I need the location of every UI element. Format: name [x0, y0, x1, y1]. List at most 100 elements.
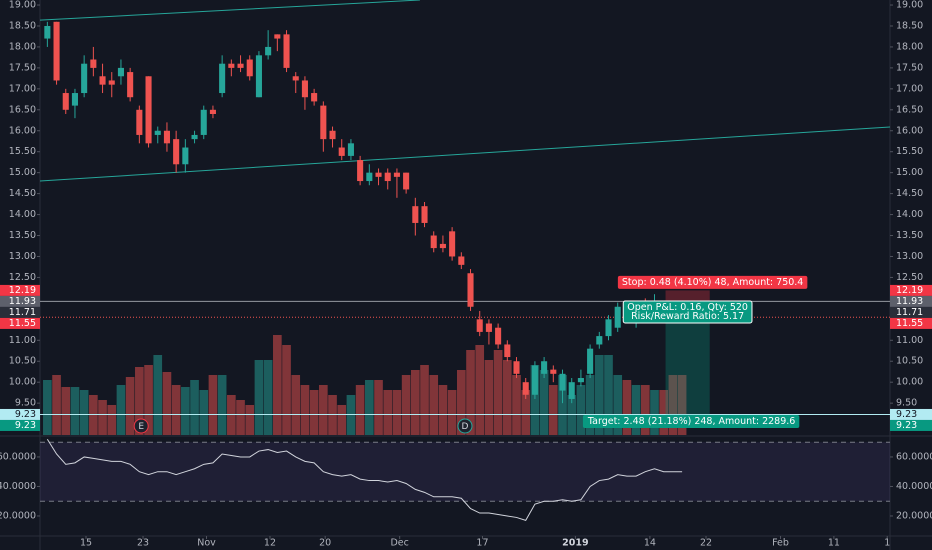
price-marker: [0, 295, 40, 307]
volume-bar: [447, 390, 457, 435]
price-marker-label: 12.19: [9, 285, 36, 296]
price-marker: [890, 284, 932, 296]
volume-bar: [456, 370, 466, 435]
candle-body: [108, 80, 115, 85]
x-tick-label: Nov: [197, 538, 216, 549]
volume-bar: [171, 385, 181, 435]
price-marker-label: 9.23: [896, 409, 917, 420]
volume-bar: [438, 385, 448, 435]
rsi-tick-label: 60.0000: [896, 451, 932, 462]
volume-bar: [530, 365, 540, 435]
y-tick-label: 18.50: [9, 20, 36, 31]
y-tick-label: 17.50: [896, 62, 923, 73]
y-tick-label: 14.50: [9, 188, 36, 199]
candle-body: [173, 139, 180, 165]
y-tick-label: 12.50: [9, 272, 36, 283]
candle-body: [587, 348, 594, 374]
volume-bar: [300, 385, 310, 435]
x-tick-label: 20: [319, 538, 331, 549]
candle-body: [504, 344, 511, 358]
rsi-tick-label: 40.0000: [0, 481, 36, 492]
volume-bar: [576, 385, 586, 435]
volume-bar: [493, 350, 503, 435]
y-tick-label: 14.00: [9, 209, 36, 220]
candle-body: [577, 378, 584, 383]
candle-body: [513, 361, 520, 374]
y-tick-label: 19.00: [896, 0, 923, 11]
x-tick-label: 17: [476, 538, 488, 549]
y-tick-label: 15.00: [896, 167, 923, 178]
y-tick-label: 9.50: [15, 398, 36, 409]
rsi-line: [46, 438, 683, 521]
event-marker: [133, 418, 149, 434]
volume-bar: [135, 367, 144, 435]
rsi-tick-label: 40.0000: [896, 481, 932, 492]
y-tick-label: 17.00: [896, 83, 923, 94]
position-label-box: [582, 414, 800, 428]
candle-body: [274, 34, 281, 39]
candle-body: [191, 134, 198, 140]
volume-bar: [374, 380, 383, 435]
volume-bar: [162, 372, 172, 435]
candle-body: [53, 21, 60, 81]
candle-body: [265, 46, 272, 56]
volume-bar: [227, 395, 236, 435]
candle-body: [403, 172, 410, 190]
candle-body: [485, 323, 492, 332]
candle-body: [559, 373, 566, 391]
price-marker-label: 9.23: [15, 409, 36, 420]
candle-body: [329, 130, 336, 140]
volume-bar: [107, 405, 117, 435]
x-tick-label: 1: [884, 538, 890, 549]
x-tick-label: 2019: [562, 538, 588, 549]
volume-bar: [365, 380, 374, 435]
y-tick-label: 15.00: [9, 167, 36, 178]
candle-body: [311, 93, 318, 102]
candle-body: [375, 172, 382, 177]
x-tick-label: 14: [644, 538, 656, 549]
candle-body: [439, 243, 446, 249]
candle-body: [136, 109, 143, 135]
candle-body: [44, 25, 51, 39]
volume-bar: [282, 345, 291, 435]
candle-body: [550, 369, 557, 374]
x-tick-label: 22: [700, 538, 712, 549]
candle-body: [90, 59, 97, 68]
volume-bar: [558, 375, 567, 435]
volume-bar: [79, 390, 89, 435]
y-tick-label: 14.00: [896, 209, 923, 220]
position-label-box: [622, 300, 753, 324]
y-tick-label: 12.50: [896, 272, 923, 283]
volume-bar: [622, 380, 632, 435]
price-marker-label: 11.71: [9, 307, 36, 318]
volume-bar: [631, 385, 641, 435]
candle-body: [228, 63, 235, 68]
candle-body: [522, 382, 529, 395]
y-tick-label: 17.00: [9, 83, 36, 94]
candle-body: [568, 382, 575, 399]
y-tick-label: 17.50: [9, 62, 36, 73]
volume-bar: [484, 360, 494, 435]
volume-bar: [245, 405, 255, 435]
y-tick-label: 10.00: [896, 377, 923, 388]
candle-body: [430, 235, 437, 249]
volume-bar: [319, 385, 328, 435]
x-tick-label: 11: [828, 538, 840, 549]
volume-bar: [328, 395, 337, 435]
volume-bar: [144, 365, 153, 435]
y-tick-label: 10.50: [896, 356, 923, 367]
volume-bar: [429, 375, 439, 435]
price-marker-label: 11.55: [9, 318, 36, 329]
y-tick-label: 9.50: [896, 398, 917, 409]
volume-bar: [125, 377, 135, 435]
profit-zone: [665, 310, 710, 415]
candle-body: [347, 143, 354, 156]
volume-bar: [217, 375, 227, 435]
price-marker-label: 9.23: [15, 420, 36, 431]
rsi-tick-label: 20.0000: [0, 510, 36, 521]
candle-body: [357, 160, 364, 182]
candle-body: [182, 147, 189, 165]
volume-bar: [567, 395, 577, 435]
y-tick-label: 19.00: [9, 0, 36, 11]
